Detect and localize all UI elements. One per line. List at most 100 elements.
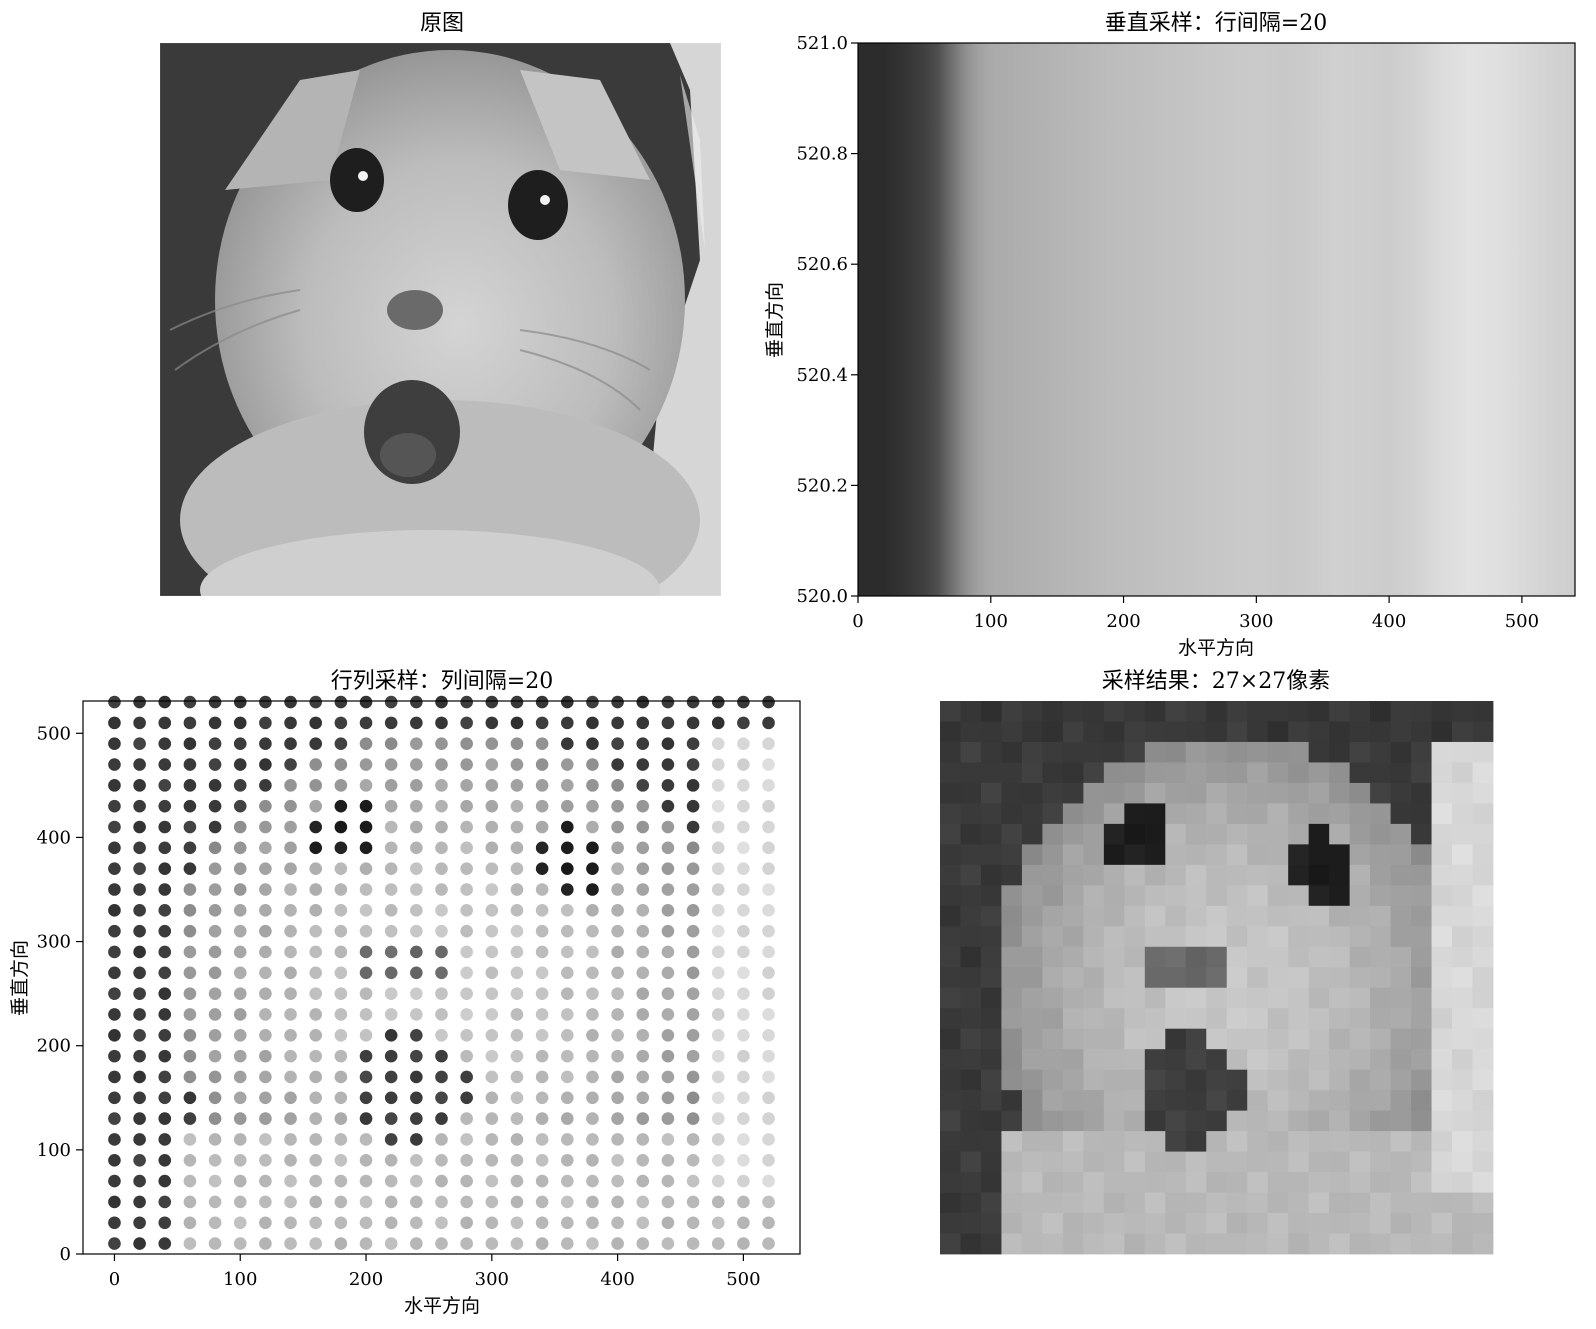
- sample-point: [284, 1216, 297, 1230]
- sample-point: [711, 820, 725, 834]
- sample-point: [259, 1133, 272, 1146]
- sampled-pixel: [940, 1069, 961, 1091]
- sampled-pixel: [1185, 926, 1207, 948]
- sampled-pixel: [1042, 1008, 1064, 1030]
- sampled-pixel: [1042, 864, 1064, 886]
- sampled-pixel: [1083, 782, 1105, 804]
- sampled-pixel: [1185, 885, 1207, 907]
- sample-point: [259, 904, 272, 917]
- sample-point: [636, 1049, 650, 1063]
- sample-point: [133, 1237, 146, 1250]
- sampled-pixel: [1390, 1233, 1412, 1255]
- sampled-pixel: [1370, 721, 1391, 743]
- sampled-pixel: [1021, 844, 1043, 866]
- sampled-pixel: [1083, 1008, 1105, 1030]
- sample-point: [686, 1070, 700, 1084]
- sampled-pixel: [1288, 926, 1310, 948]
- sampled-pixel: [1390, 987, 1412, 1009]
- sampled-pixel: [940, 1151, 961, 1173]
- sample-point: [435, 987, 448, 1000]
- sampled-pixel: [1267, 1233, 1289, 1255]
- sample-point: [384, 1008, 398, 1021]
- sample-point: [510, 758, 524, 771]
- sampled-pixel: [1411, 721, 1432, 743]
- sample-point: [359, 1133, 373, 1146]
- sampled-pixel: [1083, 1172, 1105, 1193]
- sampled-pixel: [1329, 1008, 1351, 1030]
- sample-point: [334, 716, 348, 730]
- sample-point: [309, 1049, 323, 1063]
- sampled-pixel: [1185, 1069, 1207, 1091]
- sample-point: [636, 841, 650, 855]
- sample-point: [158, 1008, 172, 1021]
- sampled-pixel: [960, 1213, 982, 1234]
- sample-point: [309, 904, 323, 917]
- sampled-pixel: [1185, 1151, 1207, 1173]
- sampled-pixel: [1308, 803, 1330, 825]
- sample-point: [485, 862, 499, 875]
- panel-4-title: 采样结果：27×27像素: [1102, 669, 1330, 694]
- sampled-pixel: [1042, 1090, 1064, 1112]
- sampled-pixel: [1144, 885, 1166, 907]
- sample-point: [711, 1070, 725, 1084]
- sampled-pixel: [1021, 926, 1043, 948]
- panel-3-ytick-label: 500: [37, 723, 71, 744]
- panel-original-image: 原图: [160, 11, 721, 596]
- sampled-pixel: [1124, 762, 1146, 784]
- sample-point: [711, 924, 725, 938]
- sample-point: [158, 1216, 172, 1230]
- sample-point: [560, 1091, 574, 1105]
- sampled-pixel: [1411, 741, 1432, 763]
- sample-point: [208, 841, 222, 855]
- sample-point: [686, 862, 700, 875]
- sampled-pixel: [980, 1213, 1002, 1234]
- sample-point: [586, 1029, 599, 1042]
- sampled-pixel: [1206, 885, 1228, 907]
- panel-3-ytick-label: 0: [60, 1244, 71, 1265]
- sampled-pixel: [1247, 1090, 1269, 1112]
- sampled-pixel: [1042, 762, 1064, 784]
- sample-point: [233, 799, 247, 813]
- sampled-pixel: [1247, 701, 1269, 722]
- sample-point: [460, 1153, 473, 1167]
- sample-point: [284, 1008, 297, 1021]
- sample-point: [435, 1049, 448, 1063]
- sampled-pixel: [1370, 1008, 1391, 1030]
- sample-point: [359, 779, 373, 792]
- sample-point: [510, 1133, 524, 1146]
- sample-point: [661, 1070, 675, 1084]
- sample-point: [259, 1112, 272, 1125]
- sampled-pixel: [1288, 762, 1310, 784]
- sampled-pixel: [940, 803, 961, 825]
- sample-point: [485, 1008, 499, 1021]
- sampled-pixel: [1390, 1028, 1412, 1050]
- sampled-pixel: [1472, 885, 1494, 907]
- sampled-pixel: [980, 1008, 1002, 1030]
- sample-point: [309, 945, 323, 959]
- sampled-pixel: [1021, 701, 1043, 722]
- sample-point: [586, 841, 599, 855]
- sample-point: [309, 1029, 323, 1042]
- sample-point: [183, 1216, 197, 1230]
- sample-point: [334, 758, 348, 771]
- sample-point: [208, 987, 222, 1000]
- sampled-pixel: [1124, 782, 1146, 804]
- sampled-pixel: [1083, 1069, 1105, 1091]
- sample-point: [183, 1195, 197, 1209]
- sampled-pixel: [1165, 1151, 1187, 1173]
- sampled-pixel: [1103, 741, 1125, 763]
- sample-point: [661, 695, 675, 709]
- sampled-pixel: [1247, 1069, 1269, 1091]
- sample-point: [737, 841, 750, 855]
- sample-point: [762, 1153, 775, 1167]
- sampled-pixel: [1308, 701, 1330, 722]
- sampled-pixel: [1226, 741, 1248, 763]
- sampled-pixel: [1021, 803, 1043, 825]
- panel-2-xtick-label: 100: [974, 611, 1008, 632]
- sampled-pixel: [1288, 1008, 1310, 1030]
- sample-point: [435, 966, 448, 980]
- sample-point: [384, 924, 398, 938]
- sample-point: [711, 904, 725, 917]
- sampled-pixel: [980, 1028, 1002, 1050]
- sample-point: [259, 1195, 272, 1209]
